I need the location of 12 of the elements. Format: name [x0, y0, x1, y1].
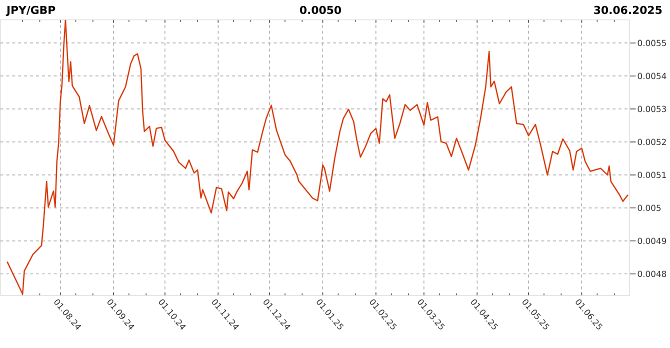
y-tick-label: 0.0048 [638, 270, 666, 278]
y-tick-label: 0.0053 [638, 106, 666, 112]
y-tick-label: 0.0051 [638, 172, 666, 178]
y-tick-label: 0.0055 [638, 40, 666, 46]
y-tick-label: 0.0052 [638, 138, 666, 146]
text: 30.06.2025 [594, 6, 662, 14]
chart-title: JPY/GBP [6, 6, 56, 16]
y-tick-label: 0.0049 [638, 238, 666, 244]
line-series [6, 20, 629, 295]
y-tick-label: 0.005 [638, 204, 661, 212]
y-tick-label: 0.0054 [638, 72, 666, 80]
chart-subtitle: 0.0050 [300, 6, 342, 14]
